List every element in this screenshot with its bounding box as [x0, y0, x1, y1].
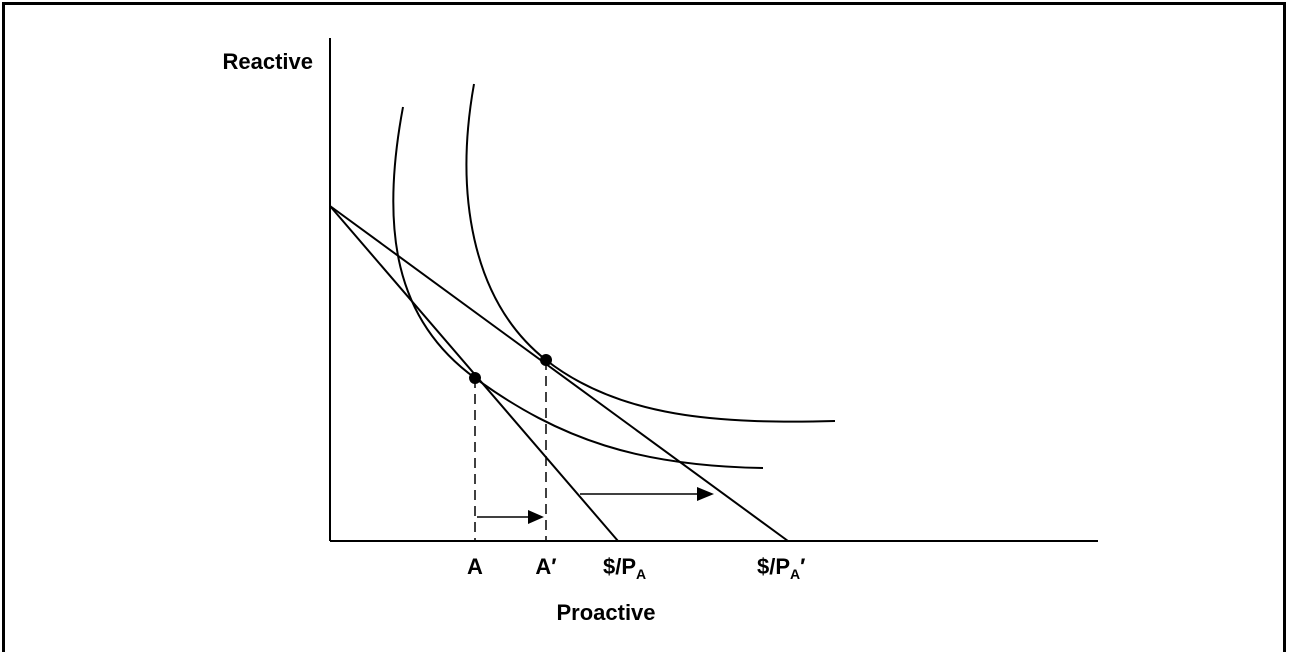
y-axis-label: Reactive: [222, 49, 313, 74]
tick-label-budget-sub: A: [636, 566, 646, 582]
tick-label-a-prime: A′: [535, 554, 556, 579]
tick-label-budget-prime-mark: ′: [800, 554, 805, 579]
indifference-curve-higher: [465, 83, 836, 423]
tick-label-a: A: [467, 554, 483, 579]
indifference-curve-lower: [392, 106, 764, 469]
x-axis-label: Proactive: [556, 600, 655, 625]
shift-arrow-budget-head: [697, 487, 714, 501]
tick-label-budget-prime-sub: A: [790, 566, 800, 582]
tick-label-budget-prime: $/PA′: [757, 554, 805, 582]
tick-label-budget-base: $/P: [603, 554, 636, 579]
budget-line-new: [329, 205, 789, 542]
shift-arrow-quantity-head: [528, 510, 544, 524]
tick-label-budget-prime-base: $/P: [757, 554, 790, 579]
tick-label-budget: $/PA: [603, 554, 646, 582]
